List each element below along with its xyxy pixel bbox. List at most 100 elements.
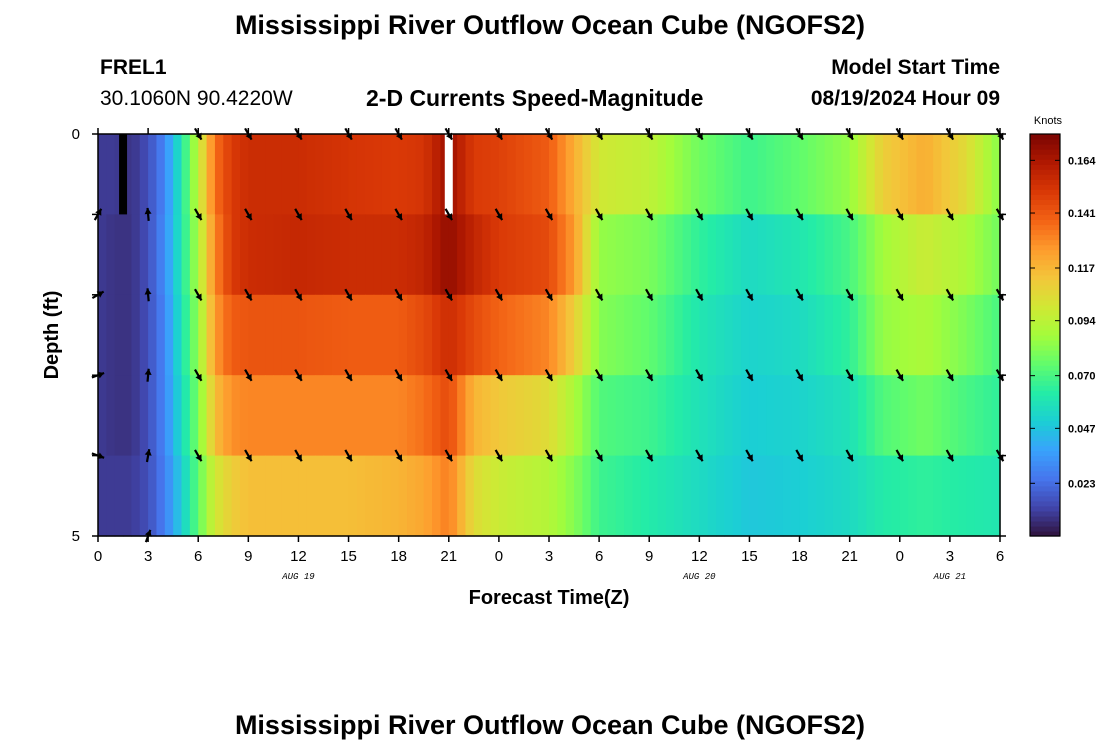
heatmap-cell <box>574 134 584 215</box>
heatmap-cell <box>958 214 968 296</box>
heatmap-cell <box>214 134 224 215</box>
heatmap-cell <box>423 375 433 457</box>
colorbar: 0.023 0.047 0.070 0.094 0.117 0.141 0.164 <box>1030 134 1096 537</box>
heatmap-cell <box>949 455 959 537</box>
current-vector-arrow <box>645 208 654 221</box>
heatmap-cell <box>924 294 934 376</box>
heatmap-cell <box>991 455 1001 537</box>
heatmap-cell <box>206 375 216 457</box>
heatmap-cell <box>173 455 183 537</box>
colorbar-segment <box>1030 395 1060 401</box>
heatmap-cell <box>415 214 425 296</box>
heatmap-cell <box>557 134 567 215</box>
heatmap-cell <box>590 294 600 376</box>
axis-ticks: 0 3 6 9 12 15 18 21 0 3 6 9 12 15 18 21 0 3 6 AUG 19 AUG 20 A… <box>92 128 1006 582</box>
colorbar-segment <box>1030 184 1060 190</box>
heatmap-cell <box>574 455 584 537</box>
plot-subtitle: 2-D Currents Speed-Magnitude <box>366 85 704 111</box>
heatmap-cell <box>632 294 642 376</box>
colorbar-segment <box>1030 480 1060 487</box>
heatmap-cell <box>239 134 249 215</box>
heatmap-cell <box>599 294 609 376</box>
heatmap-cell <box>949 294 959 376</box>
heatmap-cell <box>356 455 366 537</box>
heatmap-cell <box>164 294 174 376</box>
heatmap-cell <box>941 455 951 537</box>
heatmap-cell <box>523 214 533 296</box>
colorbar-segment <box>1030 485 1060 492</box>
heatmap-cell <box>966 294 976 376</box>
heatmap-cell <box>690 294 700 376</box>
heatmap-cell <box>724 455 734 537</box>
heatmap-cell <box>732 214 742 296</box>
heatmap-cell <box>223 294 233 376</box>
heatmap-cell <box>356 375 366 457</box>
colorbar-segment <box>1030 510 1060 517</box>
colorbar-tick-label: 0.070 <box>1068 371 1096 383</box>
current-vector-arrow <box>244 288 253 301</box>
heatmap-cell <box>782 294 792 376</box>
colorbar-segment <box>1030 289 1060 296</box>
heatmap-cell <box>766 375 776 457</box>
heatmap-cell <box>340 455 350 537</box>
heatmap-cell <box>607 294 617 376</box>
colorbar-segment <box>1030 415 1060 422</box>
heatmap-cell <box>532 455 542 537</box>
heatmap-cell <box>924 375 934 457</box>
heatmap-cell <box>306 134 316 215</box>
heatmap-cell <box>373 375 383 457</box>
heatmap-cell <box>682 214 692 296</box>
heatmap-cell <box>924 134 934 215</box>
heatmap-cell <box>248 294 258 376</box>
heatmap-cell <box>841 375 851 457</box>
date-label: AUG 20 <box>682 572 716 582</box>
heatmap-cell <box>883 375 893 457</box>
current-vector-arrow <box>144 288 152 302</box>
colorbar-segment <box>1030 324 1060 331</box>
heatmap-cell <box>214 455 224 537</box>
current-vector-arrow <box>845 288 854 301</box>
heatmap-cell <box>674 134 684 215</box>
heatmap-cell <box>841 294 851 376</box>
heatmap-cell <box>457 455 467 537</box>
heatmap-cell <box>98 455 107 537</box>
heatmap-cell <box>256 134 266 215</box>
colorbar-label: Knots <box>1034 115 1063 127</box>
colorbar-tick-label: 0.047 <box>1068 423 1096 435</box>
heatmap-cell <box>582 214 592 296</box>
heatmap-cell <box>649 214 659 296</box>
heatmap-cell <box>523 294 533 376</box>
heatmap-cell <box>164 375 174 457</box>
heatmap-cell <box>549 455 558 537</box>
heatmap-cell <box>482 375 492 457</box>
heatmap-cell <box>498 375 508 457</box>
heatmap-cell <box>323 294 333 376</box>
colorbar-segment <box>1030 505 1060 512</box>
heatmap-cell <box>298 214 308 296</box>
heatmap-cell <box>624 214 634 296</box>
heatmap-cell <box>874 455 884 537</box>
current-vector-arrow <box>394 369 403 382</box>
heatmap-cell <box>523 375 533 457</box>
colorbar-segment <box>1030 149 1060 155</box>
current-vector-arrow <box>194 208 203 221</box>
current-vector-arrow <box>745 369 754 382</box>
colorbar-segment <box>1030 144 1060 150</box>
heatmap-cell <box>482 455 492 537</box>
heatmap-cell <box>348 134 358 215</box>
heatmap-cell <box>457 375 467 457</box>
heatmap-cell <box>206 214 216 296</box>
current-vector-arrow <box>494 208 504 221</box>
heatmap-cell <box>473 455 483 537</box>
heatmap-cell <box>741 214 751 296</box>
colorbar-segment <box>1030 445 1060 452</box>
heatmap-cell <box>640 294 650 376</box>
heatmap-cell <box>198 214 208 296</box>
heatmap-cell <box>298 375 308 457</box>
heatmap-cell <box>181 214 191 296</box>
current-vector-arrow <box>344 449 353 462</box>
heatmap-cell <box>198 134 208 215</box>
heatmap-cell <box>757 294 767 376</box>
x-axis-label: Forecast Time(Z) <box>469 587 630 609</box>
heatmap-cell <box>866 294 876 376</box>
